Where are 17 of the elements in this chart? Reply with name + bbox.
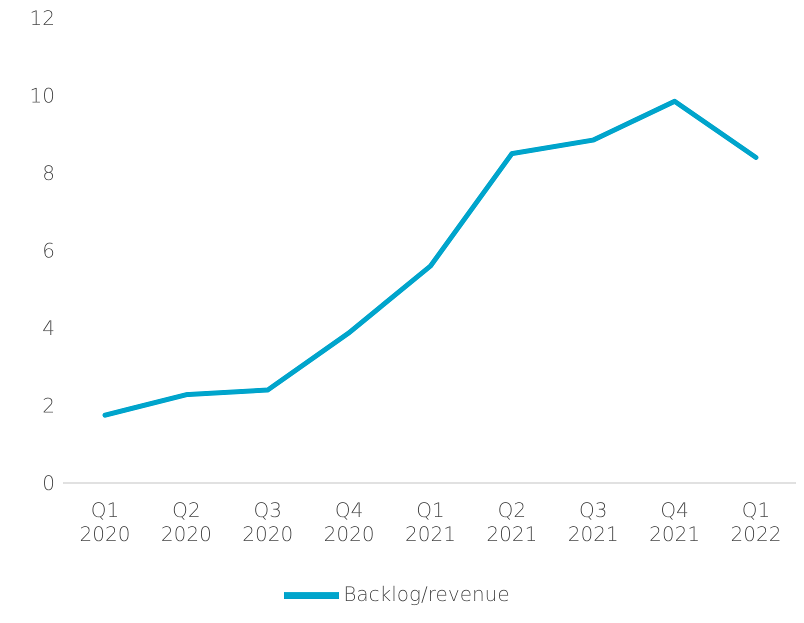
x-tick-label: Q3 2021 xyxy=(568,498,619,546)
y-tick-label: 0 xyxy=(42,471,55,496)
y-tick-label: 10 xyxy=(30,84,55,108)
y-tick-label: 12 xyxy=(30,6,55,30)
x-tick-label: Q1 2021 xyxy=(405,498,456,546)
legend-label: Backlog/revenue xyxy=(343,582,510,606)
x-tick-label: Q2 2020 xyxy=(160,498,212,546)
x-tick-label: Q1 2020 xyxy=(80,498,130,546)
x-tick-label: Q2 2021 xyxy=(486,498,538,546)
x-tick-label: Q3 2020 xyxy=(242,498,294,546)
x-tick-label: Q4 2020 xyxy=(324,498,375,546)
y-tick-label: 6 xyxy=(42,238,55,263)
y-tick-label: 8 xyxy=(42,161,55,186)
x-tick-label: Q1 2022 xyxy=(730,498,782,546)
y-tick-label: 2 xyxy=(42,394,55,418)
x-tick-label: Q4 2021 xyxy=(649,498,700,546)
y-tick-label: 4 xyxy=(42,316,55,340)
